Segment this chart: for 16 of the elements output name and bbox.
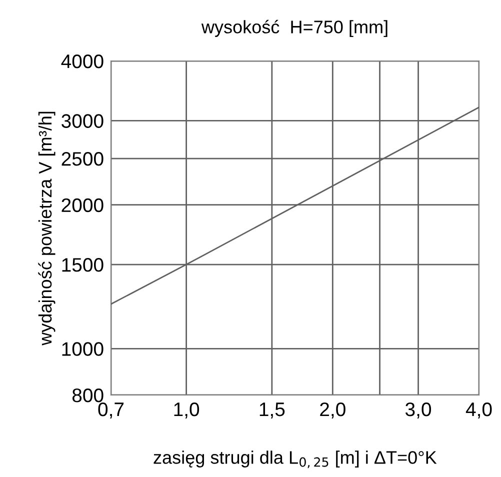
- x-tick-label: 1,0: [174, 402, 200, 419]
- y-tick-label: 1500: [62, 258, 104, 272]
- x-tick-label: 4,0: [466, 402, 492, 419]
- chart-title: wysokość H=750 [mm]: [201, 20, 388, 37]
- x-tick-label: 2,0: [320, 402, 346, 419]
- y-tick-label: 4000: [61, 54, 104, 68]
- y-tick-label: 800: [72, 388, 104, 402]
- y-tick-label: 1000: [62, 342, 104, 356]
- x-tick-label: 1,5: [260, 402, 285, 419]
- y-axis-title: wydajność powietrza V [m³/h]: [38, 112, 56, 346]
- y-tick-label: 2500: [62, 152, 104, 166]
- x-tick-label: 0,7: [98, 402, 124, 419]
- y-tick-label: 2000: [62, 198, 104, 212]
- x-tick-label: 3,0: [405, 402, 432, 419]
- x-axis-title: zasięg strugi dla L$_{0,25}$ [m] i ΔT=0°K: [154, 450, 437, 468]
- y-tick-label: 3000: [62, 114, 104, 128]
